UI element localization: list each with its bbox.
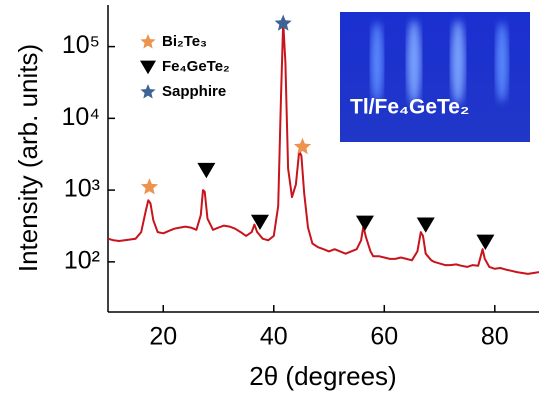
x-axis-title: 2θ (degrees) [249,361,396,391]
inset-label: Tl/Fe₄GeTe₂ [350,96,469,119]
peak-marker [476,234,495,250]
peak-marker [140,178,158,195]
data-line [107,21,539,275]
y-tick-label: 10⁵ [62,31,100,59]
legend-label: Sapphire [162,83,226,100]
inset-image: Tl/Fe₄GeTe₂ [340,12,530,142]
peak-marker [416,217,435,233]
legend-symbol [140,34,156,49]
y-tick-label: 10³ [64,175,100,203]
x-tick-label: 60 [370,323,398,351]
y-tick-label: 10² [64,246,100,274]
legend-symbol [140,84,156,99]
peak-marker [197,162,216,179]
y-tick-label: 10⁴ [61,103,100,131]
peak-marker [250,214,269,231]
x-tick-label: 80 [481,323,509,351]
peak-marker [355,215,374,231]
x-tick-label: 40 [260,323,288,351]
y-axis-title: Intensity (arb. units) [13,44,43,272]
legend-label: Bi₂Te₃ [162,33,207,50]
peak-marker [274,14,292,31]
peak-marker [293,137,312,155]
legend-label: Fe₄GeTe₂ [162,58,230,75]
x-tick-label: 20 [149,323,177,351]
legend-symbol [140,60,156,75]
